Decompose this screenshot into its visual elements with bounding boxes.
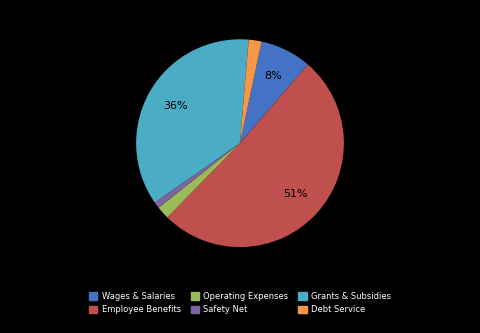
Wedge shape [155, 143, 240, 208]
Wedge shape [158, 143, 240, 217]
Wedge shape [240, 40, 262, 143]
Text: 8%: 8% [264, 71, 282, 81]
Wedge shape [136, 39, 249, 202]
Wedge shape [240, 42, 308, 143]
Wedge shape [168, 65, 344, 247]
Legend: Wages & Salaries, Employee Benefits, Operating Expenses, Safety Net, Grants & Su: Wages & Salaries, Employee Benefits, Ope… [86, 289, 394, 317]
Text: 36%: 36% [163, 101, 188, 111]
Text: 51%: 51% [283, 189, 307, 199]
